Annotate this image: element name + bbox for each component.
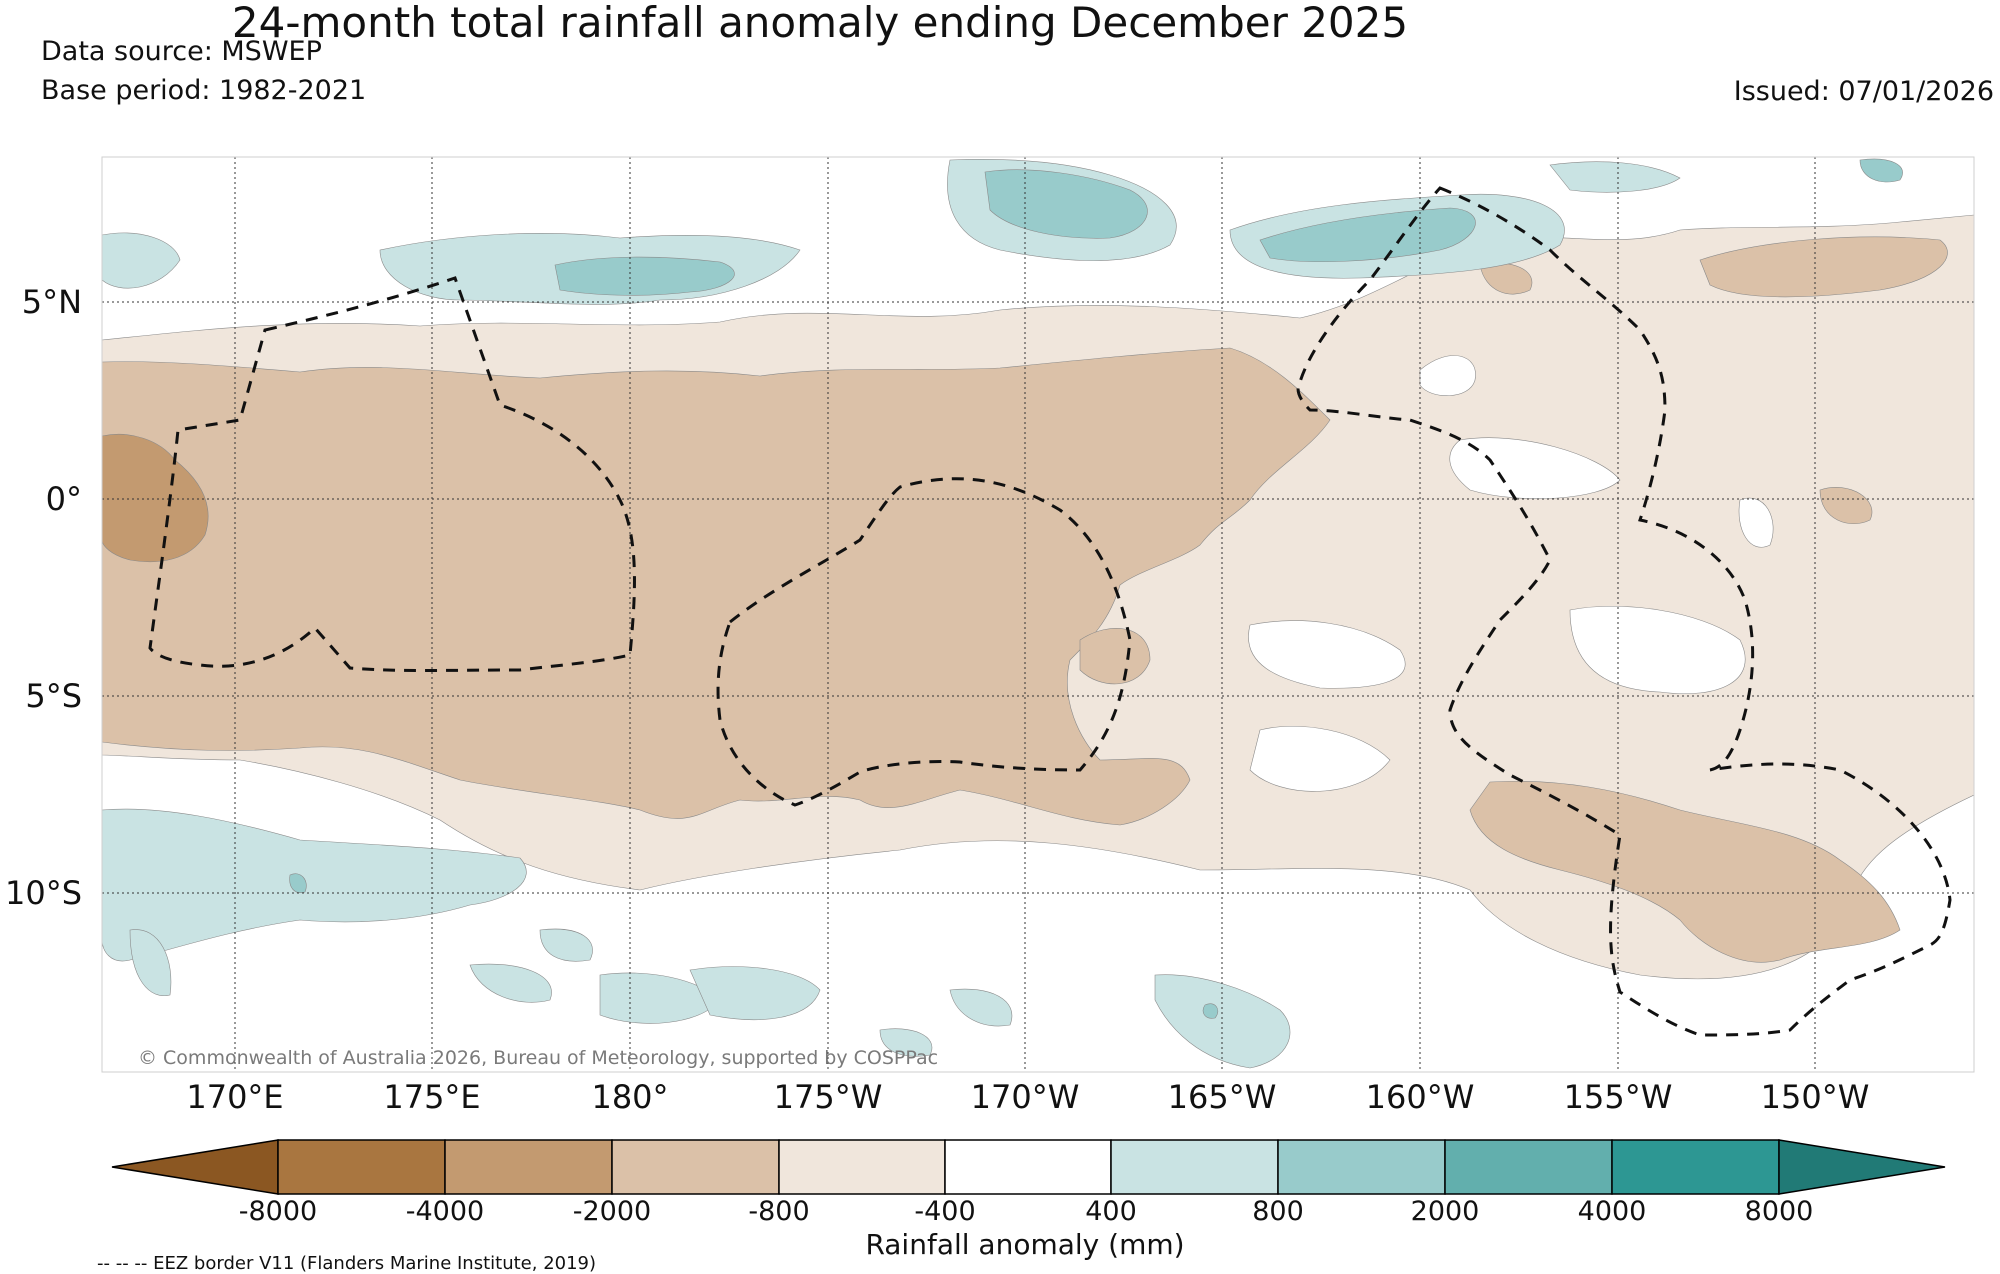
lon-tick-label: 165°W — [1167, 1078, 1277, 1116]
near-normal-patch — [1449, 437, 1621, 500]
colorbar-title: Rainfall anomaly (mm) — [865, 1228, 1185, 1261]
dry-patch-medium — [1819, 487, 1873, 524]
colorbar — [111, 1139, 1946, 1195]
near-normal-patch — [1738, 497, 1774, 548]
near-normal-patch — [1569, 606, 1746, 695]
wet-patch-light — [129, 929, 172, 997]
dry-patch-medium — [1469, 780, 1901, 963]
wet-patch-light — [689, 966, 821, 1020]
dry-core-dark — [102, 433, 209, 563]
data-source: Data source: MSWEP — [41, 36, 322, 67]
near-normal-patch — [1248, 620, 1406, 689]
near-normal-patch — [1419, 355, 1476, 396]
anomaly-field — [102, 157, 1974, 1072]
wet-patch-medium — [289, 873, 307, 893]
colorbar-segment — [611, 1139, 780, 1195]
lon-tick-label: 170°W — [970, 1078, 1080, 1116]
colorbar-label: 8000 — [1744, 1196, 1814, 1227]
wet-patch-light — [539, 928, 593, 962]
colorbar-label: -400 — [914, 1196, 976, 1227]
colorbar-segment — [1611, 1139, 1780, 1195]
wet-patch-medium — [1859, 158, 1903, 183]
eez-legend-note: -- -- -- EEZ border V11 (Flanders Marine… — [97, 1253, 597, 1274]
lon-tick-label: 175°E — [383, 1078, 481, 1116]
wet-patch-light — [1154, 974, 1291, 1069]
colorbar-label: -800 — [748, 1196, 810, 1227]
colorbar-segment — [1110, 1139, 1279, 1195]
colorbar-segment — [277, 1139, 446, 1195]
lat-tick-label: 5°N — [21, 283, 82, 321]
lon-tick-label: 175°W — [773, 1078, 883, 1116]
lat-tick-label: 10°S — [4, 874, 82, 912]
eez-border — [1296, 186, 1952, 1037]
eez-border — [148, 276, 636, 672]
colorbar-segment — [944, 1139, 1112, 1195]
colorbar-extension-low — [111, 1139, 279, 1195]
wet-patch-light — [949, 988, 1013, 1027]
wet-patch-light — [879, 1028, 933, 1057]
near-normal-patch — [1249, 725, 1391, 792]
wet-patch-medium — [554, 256, 735, 296]
lat-tick-label: 5°S — [25, 677, 82, 715]
lon-tick-label: 150°W — [1760, 1078, 1870, 1116]
lat-tick-label: 0° — [45, 480, 82, 518]
lon-tick-label: 155°W — [1563, 1078, 1673, 1116]
colorbar-segment — [1444, 1139, 1613, 1195]
colorbar-label: -4000 — [405, 1196, 485, 1227]
wet-patch-medium — [1202, 1003, 1219, 1019]
colorbar-label: 2000 — [1410, 1196, 1480, 1227]
wet-patch-light — [102, 232, 181, 289]
issued-date: Issued: 07/01/2026 — [1733, 76, 1994, 107]
copyright-notice: © Commonwealth of Australia 2026, Bureau… — [138, 1047, 939, 1069]
map-title: 24-month total rainfall anomaly ending D… — [231, 0, 1409, 47]
colorbar-label: 400 — [1085, 1196, 1137, 1227]
lon-tick-label: 160°W — [1365, 1078, 1475, 1116]
colorbar-label: -2000 — [572, 1196, 652, 1227]
colorbar-label: 4000 — [1577, 1196, 1647, 1227]
map-frame — [101, 156, 1975, 1073]
base-period: Base period: 1982-2021 — [41, 75, 367, 106]
colorbar-segment — [778, 1139, 946, 1195]
wet-patch-light — [469, 963, 552, 1003]
dry-patch-medium — [1079, 628, 1151, 685]
dry-patch-medium — [1699, 236, 1948, 298]
eez-borders — [148, 186, 1952, 1037]
wet-patch-medium — [984, 169, 1148, 239]
colorbar-label: -8000 — [238, 1196, 318, 1227]
colorbar-segment — [444, 1139, 613, 1195]
lon-tick-label: 170°E — [186, 1078, 284, 1116]
wet-patch-light — [1549, 161, 1681, 193]
colorbar-extension-high — [1778, 1139, 1946, 1195]
colorbar-segment — [1277, 1139, 1446, 1195]
colorbar-label: 800 — [1252, 1196, 1304, 1227]
wet-patch-medium — [1259, 207, 1476, 263]
lon-tick-label: 180° — [591, 1078, 669, 1116]
